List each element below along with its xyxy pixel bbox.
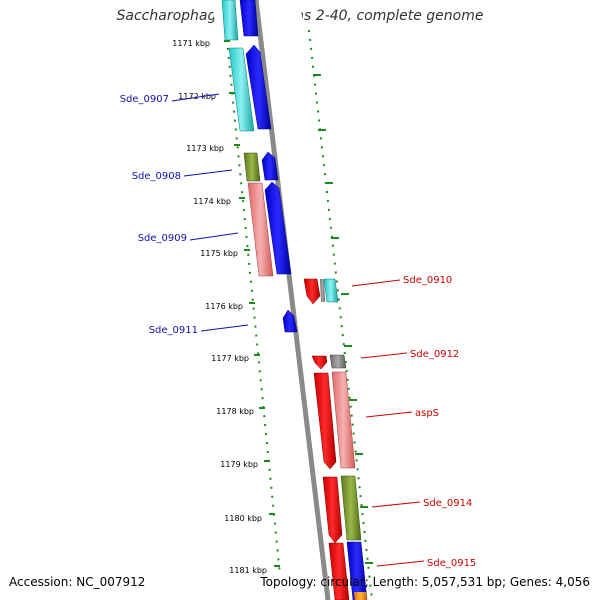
gene-sde-0912-gray[interactable] (329, 354, 347, 369)
gene-sde-0907-cyan[interactable] (228, 47, 255, 132)
gene-sde-0910-cyan[interactable] (323, 278, 339, 303)
tick-label: 1178 kbp (216, 407, 254, 416)
gene-sde-0906-cyan[interactable] (221, 0, 239, 41)
tick-label: 1180 kbp (224, 514, 262, 523)
gene-sde-0908-blue[interactable] (261, 151, 279, 181)
gene-sde-0906-blue[interactable] (239, 0, 259, 37)
gene-sde-0908-olive[interactable] (243, 152, 261, 182)
gene-label-sde-0911[interactable]: Sde_0911 (149, 325, 198, 336)
right-ticks (313, 74, 373, 564)
leader-line (200, 324, 249, 332)
leader-line (360, 352, 408, 359)
gene-label-sde-0915[interactable]: Sde_0915 (427, 558, 476, 569)
tick-label: 1175 kbp (200, 249, 238, 258)
gene-asps-pink[interactable] (331, 371, 356, 469)
leader-line (171, 93, 220, 102)
leader-line (189, 232, 239, 241)
gene-asps-red[interactable] (313, 372, 337, 470)
gene-sde-0915-red[interactable] (328, 542, 350, 600)
gene-sde-0909-pink[interactable] (247, 182, 274, 277)
leader-line (376, 560, 425, 567)
left-scale-line (225, 29, 281, 576)
gene-label-asps[interactable]: aspS (415, 408, 439, 419)
left-ticks (224, 40, 280, 567)
tick-label: 1174 kbp (193, 197, 231, 206)
genome-backbone (253, 0, 331, 600)
tick-label: 1171 kbp (172, 39, 210, 48)
gene-sde-0907-blue[interactable] (245, 44, 272, 130)
gene-label-sde-0912[interactable]: Sde_0912 (410, 349, 459, 360)
gene-sde-0911-blue[interactable] (282, 309, 298, 333)
gene-label-sde-0909[interactable]: Sde_0909 (138, 233, 187, 244)
tick-label: 1179 kbp (220, 460, 258, 469)
tick-label: 1181 kbp (229, 566, 267, 575)
gene-sde-0912-red[interactable] (311, 355, 328, 370)
genome-summary-text: Topology: circular; Length: 5,057,531 bp… (260, 575, 590, 589)
accession-text: Accession: NC_007912 (9, 575, 146, 589)
tick-label: 1177 kbp (211, 354, 249, 363)
gene-label-sde-0907[interactable]: Sde_0907 (120, 94, 169, 105)
gene-sde-0910-red[interactable] (303, 278, 321, 305)
reverse-genes (303, 278, 368, 600)
gene-label-sde-0914[interactable]: Sde_0914 (423, 498, 472, 509)
leader-line (365, 411, 413, 418)
tick-label: 1176 kbp (205, 302, 243, 311)
gene-sde-0914-olive[interactable] (340, 475, 362, 541)
right-scale-line (308, 29, 373, 600)
gene-sde-0915-blue[interactable] (346, 541, 368, 600)
gene-sde-0910-gray[interactable] (320, 279, 325, 302)
tick-label: 1172 kbp (178, 92, 216, 101)
gene-label-sde-0910[interactable]: Sde_0910 (403, 275, 452, 286)
leader-line (371, 501, 421, 508)
gene-sde-0914-red[interactable] (322, 476, 343, 544)
tick-label: 1173 kbp (186, 144, 224, 153)
leader-line (183, 169, 233, 177)
gene-label-sde-0908[interactable]: Sde_0908 (132, 171, 181, 182)
gene-sde-0916-orange[interactable] (354, 592, 367, 600)
forward-labels: Sde_0907 Sde_0908 Sde_0909 Sde_0911 (120, 93, 249, 336)
reverse-labels: Sde_0910 Sde_0912 aspS Sde_0914 Sde_0915 (351, 275, 476, 569)
gene-sde-0909-blue[interactable] (264, 181, 292, 275)
leader-line (351, 279, 401, 287)
forward-genes (221, 0, 298, 333)
